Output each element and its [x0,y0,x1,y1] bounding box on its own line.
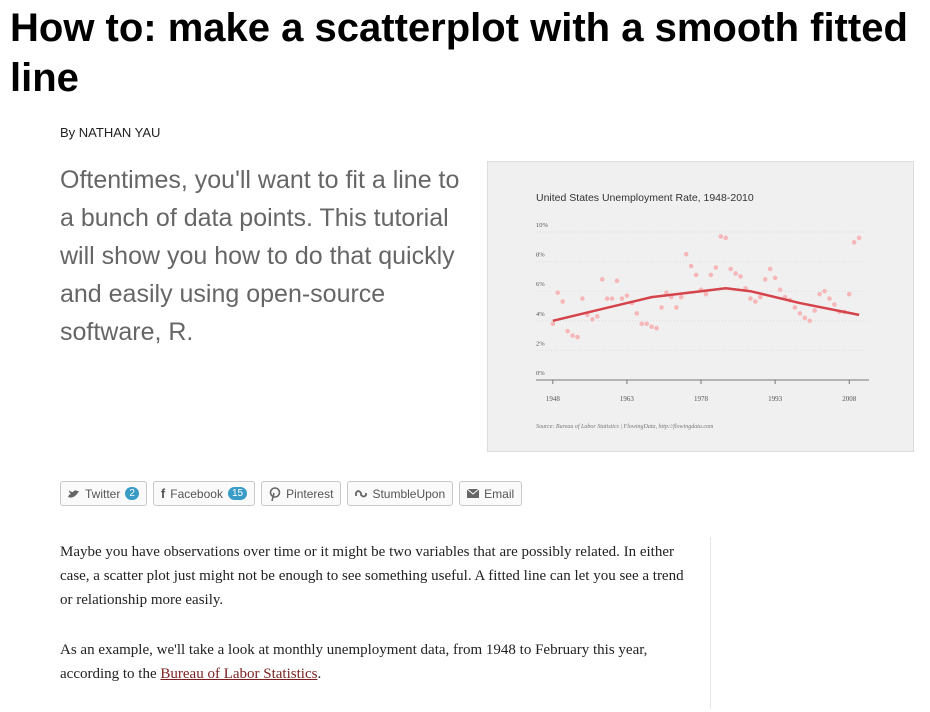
column-divider [710,537,711,709]
data-point [590,317,595,322]
data-point [738,274,743,279]
facebook-icon: f [160,486,166,501]
pinterest-icon [269,486,281,501]
data-point [624,293,630,298]
data-point [639,321,645,327]
x-tick-label: 1963 [620,395,635,403]
data-point [575,334,580,340]
share-bar: Twitter 2 f Facebook 15 Pinterest StumbleUp… [60,481,523,506]
data-point [609,296,615,301]
y-tick-label: 6% [536,281,545,288]
data-point [827,296,832,301]
data-point [713,265,719,270]
data-point [693,272,699,278]
data-point [604,296,610,301]
data-point [728,266,733,272]
data-point [851,240,857,245]
data-point [674,305,679,310]
data-point [560,299,566,304]
data-point [802,315,808,321]
data-point [664,290,669,295]
data-point [832,302,837,307]
article-title: How to: make a scatterplot with a smooth… [10,6,908,100]
text: As an example, we'll take a look at mont… [60,642,648,682]
data-point [599,277,605,282]
data-point [797,311,803,316]
link[interactable]: Bureau of Labor Statistics [160,666,318,682]
y-tick-label: 0% [536,370,545,377]
byline: By NATHAN YAU [60,125,161,140]
data-point [772,275,778,281]
data-point [723,235,729,241]
share-label: Email [484,486,515,501]
x-tick-label: 1978 [694,395,709,403]
y-tick-label: 10% [536,222,549,229]
data-point [767,266,773,272]
body-paragraph: As an example, we'll take a look at mont… [60,638,690,686]
fitted-line [552,286,860,323]
chart: United States Unemployment Rate, 1948-20… [536,192,869,430]
share-count: 15 [227,487,248,500]
data-point [688,263,694,269]
data-point [570,333,575,338]
chart-figure: United States Unemployment Rate, 1948-20… [487,161,914,452]
data-point [555,290,561,295]
chart-title: United States Unemployment Rate, 1948-20… [536,192,754,204]
x-tick-label: 1993 [768,395,783,403]
data-point [683,251,689,257]
y-tick-label: 4% [536,311,545,318]
facebook-button[interactable]: f Facebook 15 [152,481,256,506]
data-point [718,234,724,239]
x-tick-label: 2008 [842,395,857,403]
data-point [822,288,827,294]
y-tick-label: 2% [536,340,545,347]
y-tick-label: 8% [536,252,545,259]
twitter-icon [68,489,79,498]
article-body: Maybe you have observations over time or… [60,540,690,712]
data-point [659,305,664,310]
body-paragraph: Maybe you have observations over time or… [60,544,684,608]
data-point [812,308,817,313]
data-point [792,305,798,310]
data-point [614,278,620,284]
data-point [762,277,768,282]
data-point [753,299,758,304]
data-point [619,296,625,301]
x-tick-label: 1948 [546,395,561,403]
lead-paragraph: Oftentimes, you'll want to fit a line to… [60,166,460,346]
stumbleupon-button[interactable]: StumbleUpon [347,481,454,506]
chart-source: Source: Bureau of Labor Statistics | Flo… [536,423,714,430]
data-point [678,294,684,300]
data-point [580,296,585,301]
data-point [817,291,822,297]
data-point [644,321,649,327]
data-point [634,311,640,316]
data-point [550,321,556,327]
data-point [758,294,763,300]
data-point [703,291,709,297]
share-label: Facebook [170,486,223,501]
stumbleupon-icon [355,489,368,497]
pinterest-button[interactable]: Pinterest [261,481,342,506]
share-label: Twitter [85,486,121,501]
data-point [846,291,852,297]
data-point [777,287,783,293]
email-icon [467,489,480,498]
share-label: Pinterest [286,486,334,501]
twitter-button[interactable]: Twitter 2 [60,481,147,506]
data-point [856,235,862,241]
data-point [649,324,654,330]
data-point [733,271,738,276]
data-point [654,325,659,331]
text: . [317,666,322,682]
data-point [594,314,600,319]
share-label: StumbleUpon [372,486,446,501]
data-point [807,318,813,324]
email-button[interactable]: Email [459,481,523,506]
data-point [748,296,753,301]
data-point [565,328,570,334]
data-point [708,272,714,278]
share-count: 2 [125,487,139,500]
